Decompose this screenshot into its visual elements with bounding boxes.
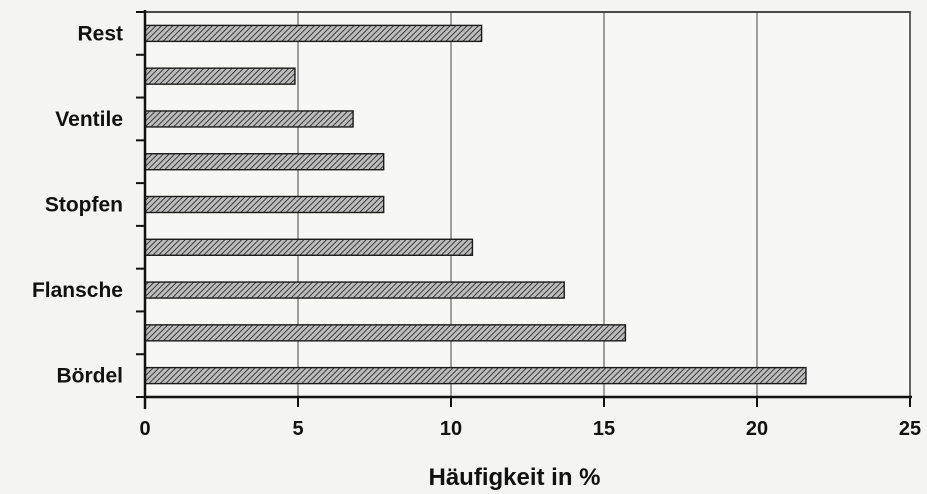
category-label: Rest [77,22,123,45]
x-tick-label: 25 [899,418,921,440]
bar [144,195,385,214]
category-label: Ventile [55,108,123,131]
category-label: Bördel [56,365,123,388]
x-tick-label: 5 [292,418,303,440]
x-tick-label: 10 [440,418,462,440]
bar [144,366,807,385]
x-tick-label: 15 [593,418,615,440]
axes [136,10,912,409]
category-label: Stopfen [45,194,123,217]
x-tick-label: 20 [746,418,768,440]
labels: 0 5 10 15 20 25 Bördel Flansche Stopfen Ventile Re… [32,22,921,440]
category-label: Flansche [32,279,123,302]
x-axis-title: Häufigkeit in % [428,464,600,491]
bar [144,324,627,342]
bar [144,67,296,85]
bar [144,24,483,43]
x-tick-label: 0 [139,418,150,440]
bar [144,281,565,299]
bar [144,110,354,128]
bar [144,238,474,256]
bar [144,153,385,171]
